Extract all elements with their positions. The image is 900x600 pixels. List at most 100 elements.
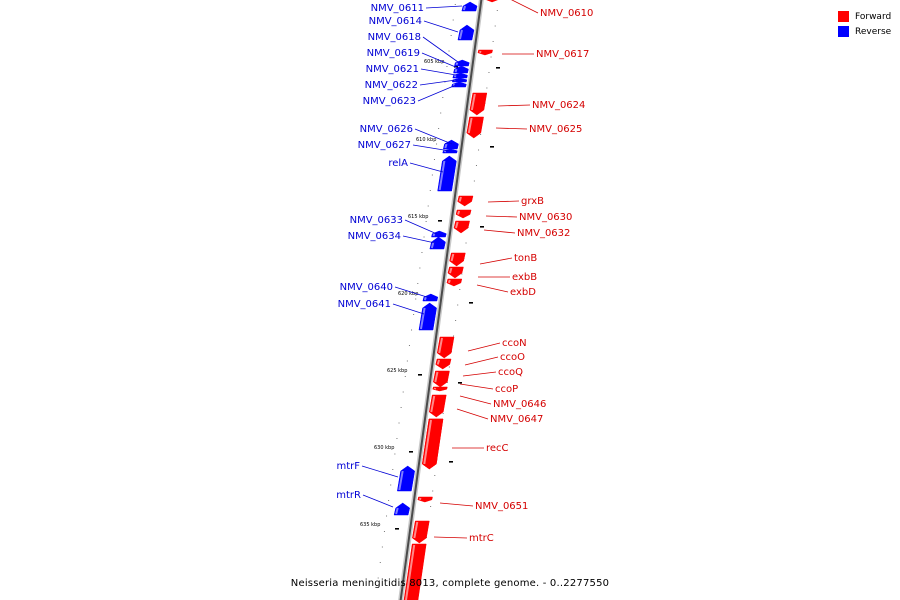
- legend-forward-label: Forward: [855, 11, 892, 22]
- scale-dot: [453, 335, 455, 337]
- scale-dot: [400, 407, 402, 408]
- tick-mark: [496, 67, 500, 69]
- genome-caption: Neisseria meningitidis 8013, complete ge…: [290, 578, 610, 589]
- gene-label: NMV_0610: [540, 8, 593, 19]
- label-leader-line: [412, 144, 451, 152]
- gene-highlight: [433, 387, 437, 390]
- gene-highlight: [470, 93, 476, 111]
- gene-highlight: [448, 267, 453, 274]
- scale-dot: [455, 320, 457, 321]
- gene-body: [393, 502, 410, 516]
- gene-feature: [393, 502, 410, 516]
- scale-dot: [383, 531, 385, 532]
- gene-label: NMV_0651: [475, 501, 528, 512]
- gene-body: [486, 0, 498, 3]
- forward-swatch: [838, 11, 849, 22]
- label-leader-line: [479, 257, 513, 265]
- label-leader-line: [417, 84, 457, 102]
- gene-feature: [432, 386, 448, 392]
- gene-body: [461, 1, 478, 12]
- gene-highlight: [444, 143, 448, 149]
- scale-dot: [411, 329, 413, 331]
- tick-label: 620 kbp: [398, 291, 418, 297]
- gene-highlight: [432, 233, 436, 237]
- gene-highlight: [450, 253, 455, 262]
- scale-dot: [438, 128, 440, 129]
- gene-label: NMV_0619: [367, 48, 420, 59]
- scale-dot: [406, 360, 408, 362]
- scale-dot: [490, 56, 492, 58]
- label-leader-line: [439, 502, 474, 507]
- tick-label: 630 kbp: [374, 445, 394, 451]
- gene-highlight: [458, 29, 463, 40]
- gene-feature: [435, 358, 452, 370]
- label-leader-line: [464, 356, 499, 366]
- gene-highlight: [423, 296, 427, 301]
- gene-feature: [433, 370, 450, 388]
- gene-body: [417, 496, 433, 503]
- gene-highlight: [436, 359, 441, 365]
- tick-mark: [395, 528, 399, 530]
- gene-label: ccoO: [500, 352, 525, 363]
- scale-dot: [417, 283, 419, 284]
- gene-feature: [436, 336, 455, 359]
- gene-feature: [447, 266, 464, 279]
- gene-highlight: [434, 371, 439, 383]
- label-leader-line: [419, 79, 457, 86]
- scale-dot: [402, 391, 404, 393]
- scale-dot: [496, 10, 498, 11]
- scale-dot: [461, 273, 463, 275]
- gene-body: [477, 49, 493, 56]
- gene-features: [393, 0, 498, 600]
- scale-dot: [413, 314, 415, 315]
- scale-dot: [425, 221, 427, 222]
- gene-label: exbB: [512, 272, 537, 283]
- gene-label: NMV_0630: [519, 212, 572, 223]
- gene-highlight: [413, 521, 419, 539]
- label-leader-line: [421, 52, 459, 69]
- gene-body: [457, 24, 475, 41]
- label-leader-line: [425, 5, 463, 9]
- gene-highlight: [457, 210, 461, 215]
- gene-label: exbD: [510, 287, 536, 298]
- tick-mark: [490, 146, 494, 148]
- scale-dot: [381, 546, 383, 548]
- scale-dot: [388, 500, 390, 501]
- legend-forward: Forward: [838, 9, 891, 24]
- scale-dot: [415, 298, 417, 300]
- gene-label: recC: [486, 443, 509, 454]
- scale-dot: [448, 366, 450, 368]
- gene-feature: [461, 1, 478, 12]
- scale-dot: [436, 143, 438, 145]
- scale-dot: [433, 159, 435, 160]
- gene-body: [437, 155, 457, 192]
- gene-feature: [429, 236, 446, 250]
- label-leader-line: [511, 0, 539, 14]
- scale-dot: [394, 453, 396, 455]
- gene-highlight: [447, 279, 451, 284]
- gene-feature: [452, 72, 468, 79]
- scale-dot: [478, 149, 480, 151]
- gene-label: tonB: [514, 253, 537, 264]
- gene-feature: [466, 116, 484, 139]
- gene-label: NMV_0647: [490, 414, 543, 425]
- gene-highlight: [453, 74, 457, 78]
- scale-dots: [377, 4, 498, 585]
- gene-feature: [418, 302, 437, 331]
- gene-highlight: [418, 497, 422, 501]
- label-leader-line: [362, 494, 394, 508]
- tick-mark: [458, 382, 462, 384]
- gene-body: [422, 418, 444, 470]
- gene-label: NMV_0634: [348, 231, 401, 242]
- label-leader-line: [485, 215, 518, 218]
- gene-label: NMV_0646: [493, 399, 546, 410]
- gene-feature: [412, 520, 430, 544]
- scale-dot: [454, 4, 456, 5]
- scale-dot: [423, 236, 425, 238]
- gene-highlight: [467, 117, 473, 134]
- legend-reverse-label: Reverse: [855, 26, 892, 37]
- label-leader-line: [476, 284, 509, 293]
- gene-label: mtrF: [336, 461, 360, 472]
- label-leader-line: [394, 286, 431, 299]
